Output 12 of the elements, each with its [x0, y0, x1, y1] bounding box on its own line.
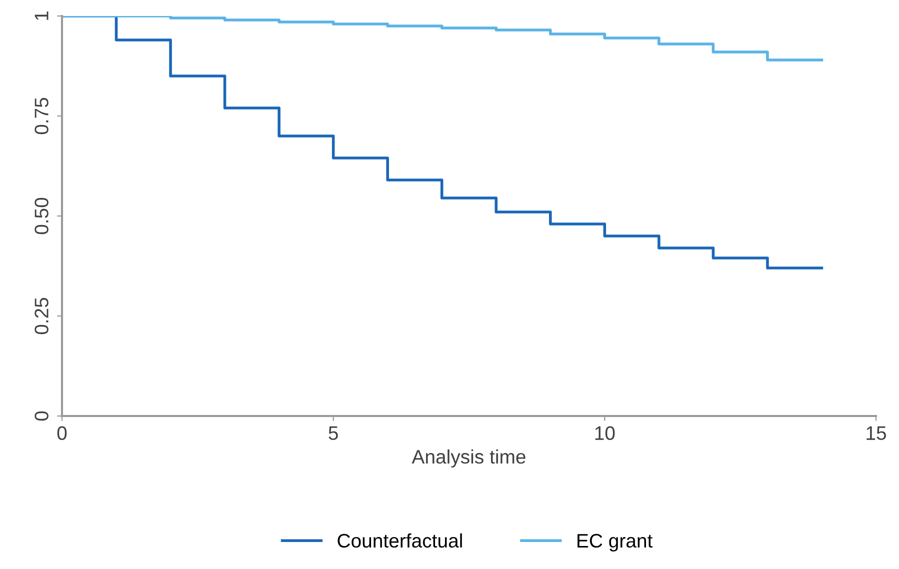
x-axis-title: Analysis time	[412, 449, 526, 468]
y-tick-label: 1	[34, 12, 48, 20]
x-tick-label: 5	[328, 426, 338, 440]
x-tick-label: 0	[57, 426, 67, 440]
legend-label: EC grant	[578, 534, 653, 552]
legend-label: Counterfactual	[338, 533, 462, 548]
y-tick-label: 0.75	[34, 98, 48, 134]
x-tick-label: 10	[595, 426, 615, 440]
y-tick-label: 0.25	[34, 298, 48, 334]
x-tick-label: 15	[866, 426, 886, 440]
y-tick-label: 0	[34, 411, 48, 421]
y-tick-label: 0.50	[34, 198, 48, 234]
